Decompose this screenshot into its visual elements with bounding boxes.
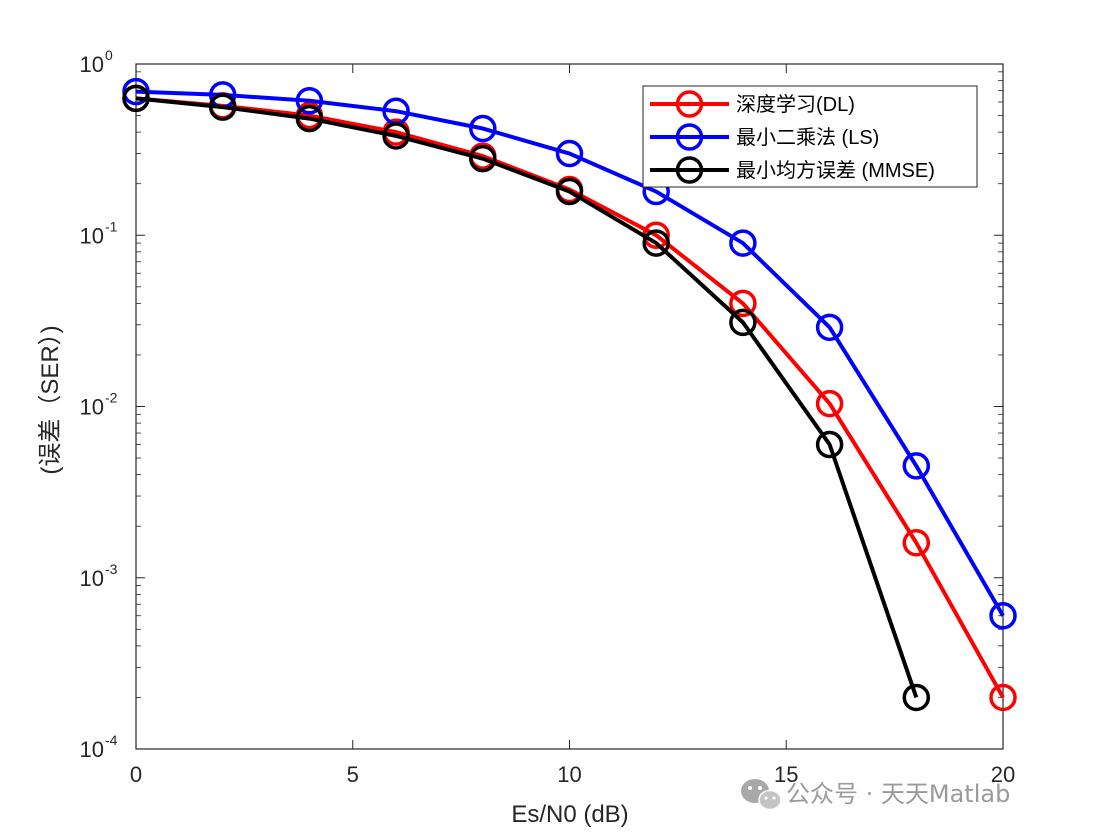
data-point	[555, 139, 584, 168]
series-line	[135, 89, 1005, 617]
series-line	[135, 96, 919, 699]
wechat-icon	[741, 779, 782, 811]
y-axis-title: (误差（SER）)	[37, 325, 64, 474]
data-point	[382, 122, 410, 150]
series-1	[122, 77, 1017, 630]
data-point	[469, 114, 497, 143]
data-point	[642, 229, 670, 257]
y-tick-label-exponent: -1	[105, 218, 118, 234]
legend-entry: 最小均方误差 (MMSE)	[650, 156, 935, 184]
x-tick-label: 5	[347, 762, 359, 787]
y-tick-label-exponent: -2	[105, 390, 118, 406]
data-point	[815, 313, 844, 342]
x-tick-label: 0	[130, 762, 142, 787]
watermark-text: 公众号 · 天天Matlab	[786, 780, 1010, 808]
data-point	[295, 87, 324, 115]
data-point	[989, 601, 1017, 630]
legend-label: 深度学习(DL)	[736, 93, 855, 116]
y-tick-label: 10	[80, 52, 104, 77]
legend-marker	[675, 123, 704, 151]
y-tick-label: 10	[80, 223, 104, 248]
data-point	[902, 683, 931, 712]
x-axis-title: Es/N0 (dB)	[511, 801, 628, 828]
data-point	[122, 84, 150, 113]
data-point	[815, 430, 844, 459]
legend-label: 最小均方误差 (MMSE)	[736, 159, 935, 182]
data-point	[122, 77, 150, 106]
data-point	[729, 229, 757, 257]
legend-label: 最小二乘法 (LS)	[736, 126, 879, 149]
data-point	[555, 177, 584, 206]
data-point	[815, 389, 844, 418]
y-tick-label: 10	[80, 566, 104, 591]
x-tick-label: 10	[557, 762, 581, 787]
legend-entry: 最小二乘法 (LS)	[650, 123, 879, 151]
legend-marker	[675, 90, 704, 118]
x-tick-label: 15	[774, 762, 798, 787]
data-point	[295, 104, 324, 133]
data-point	[902, 529, 931, 557]
x-tick-label: 20	[991, 762, 1015, 787]
watermark: 公众号 · 天天Matlab	[741, 779, 1010, 811]
legend-entry: 深度学习(DL)	[650, 90, 855, 118]
y-tick-label-exponent: -4	[105, 732, 118, 748]
y-tick-label-exponent: -3	[105, 561, 118, 577]
data-point	[989, 683, 1017, 712]
data-point	[729, 308, 757, 337]
data-point	[208, 93, 237, 121]
y-tick-label: 10	[80, 737, 104, 762]
legend-marker	[675, 156, 704, 184]
data-point	[469, 144, 497, 173]
legend: 深度学习(DL) 最小二乘法 (LS) 最小均方误差 (MMSE)	[642, 85, 978, 188]
series-layer	[122, 77, 1017, 712]
y-tick-label: 10	[80, 395, 104, 420]
data-point	[729, 289, 757, 318]
data-point	[902, 452, 931, 480]
series-2	[122, 84, 931, 712]
y-tick-label-exponent: 0	[105, 47, 113, 63]
axis-ticks	[135, 63, 1004, 750]
